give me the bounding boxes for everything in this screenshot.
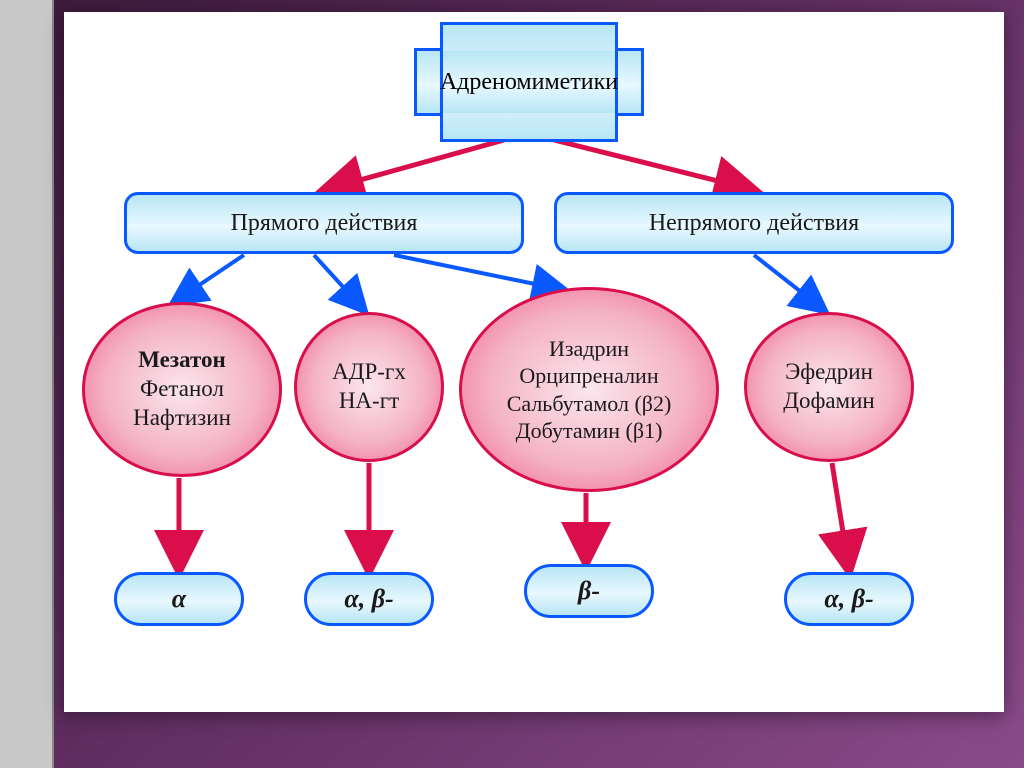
node-receptor-4: α, β- [784, 572, 914, 626]
edge [394, 255, 564, 290]
drug-line: Фетанол [140, 375, 224, 404]
drug-line: НА-гт [339, 387, 399, 416]
edge [832, 463, 849, 570]
node-drugs-2: АДР-гхНА-гт [294, 312, 444, 462]
edge [174, 255, 244, 302]
drug-line: Сальбутамол (β2) [507, 390, 672, 418]
node-receptor-2: α, β- [304, 572, 434, 626]
drug-line: Изадрин [549, 335, 629, 363]
indirect-label: Непрямого действия [649, 210, 859, 237]
drug-line: Добутамин (β1) [516, 417, 663, 445]
diagram-canvas: Адреномиметики Прямого действия Непрямог… [64, 12, 1004, 712]
receptor-4-label: α, β- [824, 584, 873, 614]
node-root: Адреномиметики [414, 22, 644, 142]
node-drugs-3: ИзадринОрципреналинСальбутамол (β2)Добут… [459, 287, 719, 492]
edge [314, 255, 364, 310]
drug-line: Орципреналин [519, 362, 658, 390]
drug-line: Дофамин [783, 387, 874, 416]
receptor-1-label: α [172, 584, 186, 614]
node-receptor-1: α [114, 572, 244, 626]
receptor-2-label: α, β- [344, 584, 393, 614]
slide-left-margin [0, 0, 54, 768]
edge [754, 255, 824, 310]
drug-line: Мезатон [138, 346, 226, 375]
direct-label: Прямого действия [231, 210, 418, 237]
node-drugs-1: МезатонФетанолНафтизин [82, 302, 282, 477]
drug-line: АДР-гх [332, 358, 406, 387]
edge [554, 140, 754, 190]
node-receptor-3: β- [524, 564, 654, 618]
edge [324, 140, 504, 190]
drug-line: Нафтизин [133, 404, 231, 433]
drug-line: Эфедрин [785, 358, 873, 387]
node-direct: Прямого действия [124, 192, 524, 254]
root-label: Адреномиметики [440, 69, 618, 96]
receptor-3-label: β- [578, 576, 600, 606]
node-drugs-4: ЭфедринДофамин [744, 312, 914, 462]
node-indirect: Непрямого действия [554, 192, 954, 254]
